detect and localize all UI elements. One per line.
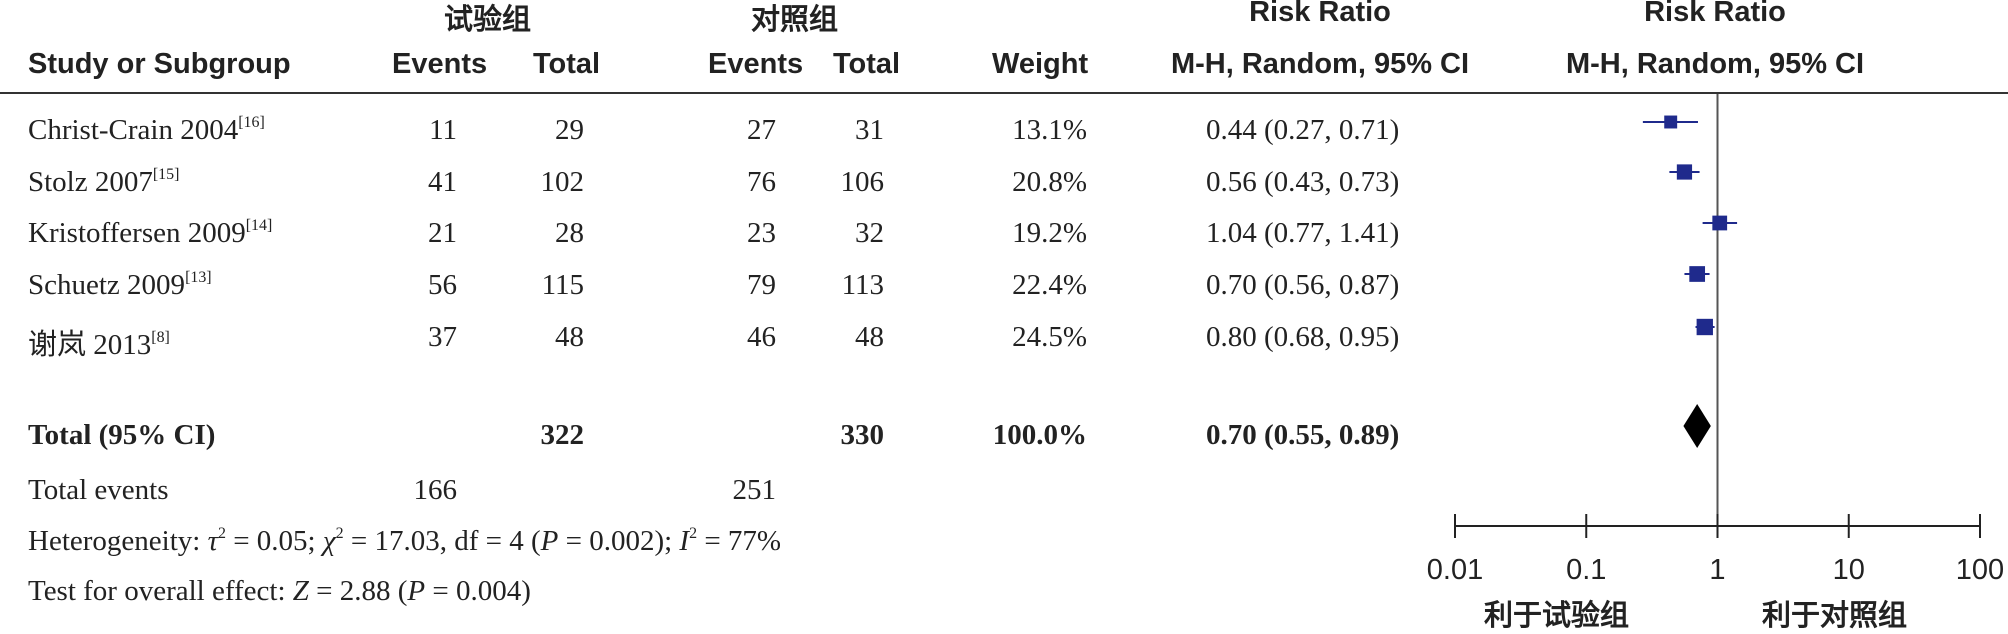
study-name-3: Kristoffersen 2009[14] <box>28 217 273 249</box>
weight-5: 24.5% <box>1012 321 1087 353</box>
events-exp-2: 41 <box>428 166 457 198</box>
ci-5: 0.80 (0.68, 0.95) <box>1206 321 1400 353</box>
effect-marker-3 <box>1712 215 1728 231</box>
events-exp-1: 11 <box>429 114 457 146</box>
effect-marker-1 <box>1664 115 1678 129</box>
events-ctrl-3: 23 <box>747 217 776 249</box>
events-ctrl-4: 79 <box>747 269 776 301</box>
weight-4: 22.4% <box>1012 269 1087 301</box>
study-name-5: 谢岚 2013[8] <box>28 329 170 361</box>
total-exp-5: 48 <box>555 321 584 353</box>
ci-4: 0.70 (0.56, 0.87) <box>1206 269 1400 301</box>
ci-3: 1.04 (0.77, 1.41) <box>1206 217 1400 249</box>
total-exp-total: 322 <box>540 419 585 451</box>
weight-3: 19.2% <box>1012 217 1087 249</box>
total-events-label: Total events <box>28 474 169 506</box>
rr-column-header-top: Risk Ratio <box>1249 0 1391 28</box>
total-exp-1: 29 <box>555 114 584 146</box>
total-exp-header: Total <box>533 48 601 80</box>
effect-marker-4 <box>1689 266 1706 282</box>
group-ctrl-header: 对照组 <box>751 4 839 36</box>
total-ctrl-5: 48 <box>855 321 884 353</box>
ci-1: 0.44 (0.27, 0.71) <box>1206 114 1400 146</box>
study-name-2: Stolz 2007[15] <box>28 166 180 198</box>
total-ci: 0.70 (0.55, 0.89) <box>1206 419 1400 451</box>
effect-marker-2 <box>1676 164 1693 180</box>
events-ctrl-2: 76 <box>747 166 776 198</box>
events-ctrl-5: 46 <box>747 321 776 353</box>
header-rule <box>0 92 2008 94</box>
group-exp-header: 试验组 <box>444 4 532 36</box>
total-ctrl-header: Total <box>833 48 901 80</box>
x-tick-label-2: 1 <box>1709 554 1725 586</box>
total-ctrl-1: 31 <box>855 114 884 146</box>
study-column-header: Study or Subgroup <box>28 48 291 80</box>
events-exp-3: 21 <box>428 217 457 249</box>
overall-effect-text: Test for overall effect: Z = 2.88 (P = 0… <box>28 575 531 607</box>
events-exp-4: 56 <box>428 269 457 301</box>
total-ctrl-4: 113 <box>841 269 884 301</box>
total-ctrl-total: 330 <box>840 419 885 451</box>
weight-header: Weight <box>992 48 1089 80</box>
total-exp-2: 102 <box>540 166 585 198</box>
rr-column-header-bottom: M-H, Random, 95% CI <box>1170 48 1470 80</box>
total-label: Total (95% CI) <box>28 419 216 451</box>
ci-2: 0.56 (0.43, 0.73) <box>1206 166 1400 198</box>
weight-2: 20.8% <box>1012 166 1087 198</box>
weight-1: 13.1% <box>1012 114 1087 146</box>
total-ctrl-2: 106 <box>840 166 885 198</box>
effect-marker-5 <box>1696 318 1713 336</box>
x-tick-label-1: 0.1 <box>1566 554 1606 586</box>
x-tick-label-0: 0.01 <box>1427 554 1483 586</box>
rr-plot-header-top: Risk Ratio <box>1644 0 1786 28</box>
x-tick-label-4: 100 <box>1956 554 2004 586</box>
events-exp-5: 37 <box>428 321 457 353</box>
events-exp-header: Events <box>392 48 488 80</box>
total-weight: 100.0% <box>992 419 1087 451</box>
total-events-exp: 166 <box>413 474 458 506</box>
favours-ctrl-label: 利于对照组 <box>1762 600 1908 632</box>
study-name-4: Schuetz 2009[13] <box>28 269 212 301</box>
favours-exp-label: 利于试验组 <box>1484 600 1630 632</box>
events-ctrl-1: 27 <box>747 114 776 146</box>
study-name-1: Christ-Crain 2004[16] <box>28 114 265 146</box>
rr-plot-header-bottom: M-H, Random, 95% CI <box>1565 48 1865 80</box>
total-events-ctrl: 251 <box>732 474 777 506</box>
heterogeneity-text: Heterogeneity: τ2 = 0.05; χ2 = 17.03, df… <box>28 525 782 557</box>
x-tick-label-3: 10 <box>1833 554 1865 586</box>
total-ctrl-3: 32 <box>855 217 884 249</box>
events-ctrl-header: Events <box>708 48 804 80</box>
total-exp-3: 28 <box>555 217 584 249</box>
total-exp-4: 115 <box>541 269 584 301</box>
pooled-diamond <box>1683 404 1711 448</box>
